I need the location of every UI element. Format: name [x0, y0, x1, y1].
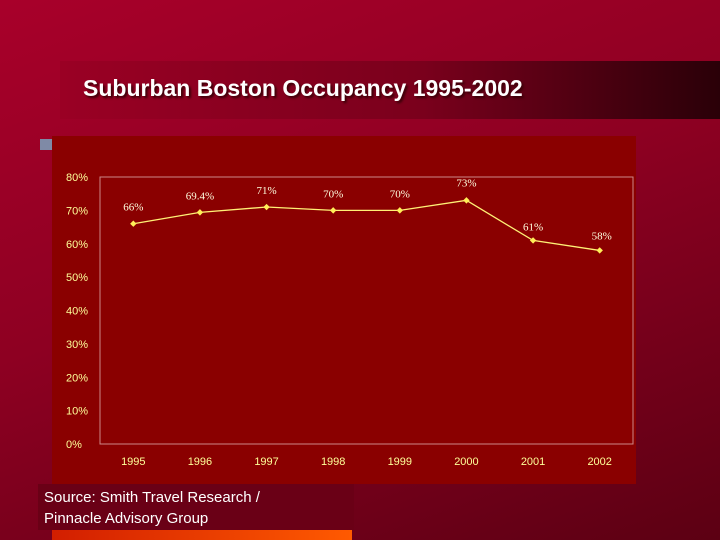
- y-tick-label: 70%: [66, 205, 88, 217]
- accent-bar: [40, 139, 54, 150]
- data-label: 61%: [523, 221, 543, 233]
- y-tick-label: 80%: [66, 172, 88, 184]
- occupancy-series-line: [133, 199, 600, 252]
- x-tick-label: 2000: [454, 456, 478, 468]
- x-tick-label: 1997: [254, 456, 278, 468]
- y-tick-label: 60%: [66, 239, 88, 251]
- x-tick-label: 1996: [188, 456, 212, 468]
- y-tick-label: 30%: [66, 339, 88, 351]
- source-box: [38, 484, 354, 530]
- data-point-marker: [463, 197, 470, 204]
- occupancy-line-chart: 0% 10% 20% 30% 40% 50% 60% 70% 80% 1995 1996 1997 19…: [66, 172, 634, 468]
- data-label: 73%: [456, 177, 476, 189]
- y-tick-label: 10%: [66, 406, 88, 418]
- data-label: 69.4%: [186, 190, 214, 202]
- data-label: 66%: [123, 202, 143, 214]
- y-tick-label: 0%: [66, 439, 82, 451]
- data-point-marker: [196, 209, 204, 216]
- x-tick-label: 1995: [121, 456, 145, 468]
- data-point-marker: [596, 247, 603, 254]
- chart-panel: 0% 10% 20% 30% 40% 50% 60% 70% 80% 1995 1996 1997 19…: [52, 136, 636, 484]
- data-point-marker: [396, 207, 404, 214]
- title-band: [60, 61, 720, 119]
- x-tick-label: 1999: [388, 456, 412, 468]
- data-point-marker: [130, 220, 137, 227]
- data-label: 71%: [256, 185, 276, 197]
- data-point-marker: [329, 207, 337, 214]
- y-tick-label: 50%: [66, 272, 88, 284]
- slide-title: Suburban Boston Occupancy 1995-2002: [83, 75, 523, 101]
- bottom-accent-strip: [52, 530, 352, 540]
- source-note: Source: Smith Travel Research / Pinnacle…: [44, 487, 344, 529]
- plot-area-frame: [99, 176, 634, 445]
- y-tick-label: 20%: [66, 372, 88, 384]
- data-label: 70%: [390, 188, 410, 200]
- data-label: 70%: [323, 188, 343, 200]
- x-tick-label: 1998: [321, 456, 345, 468]
- data-point-marker: [263, 203, 270, 211]
- source-line-2: Pinnacle Advisory Group: [44, 510, 209, 527]
- data-point-marker: [529, 237, 537, 244]
- data-label: 58%: [592, 230, 612, 242]
- source-line-1: Source: Smith Travel Research /: [44, 489, 260, 506]
- x-tick-label: 2001: [521, 456, 545, 468]
- x-tick-label: 2002: [587, 456, 611, 468]
- y-tick-label: 40%: [66, 306, 88, 318]
